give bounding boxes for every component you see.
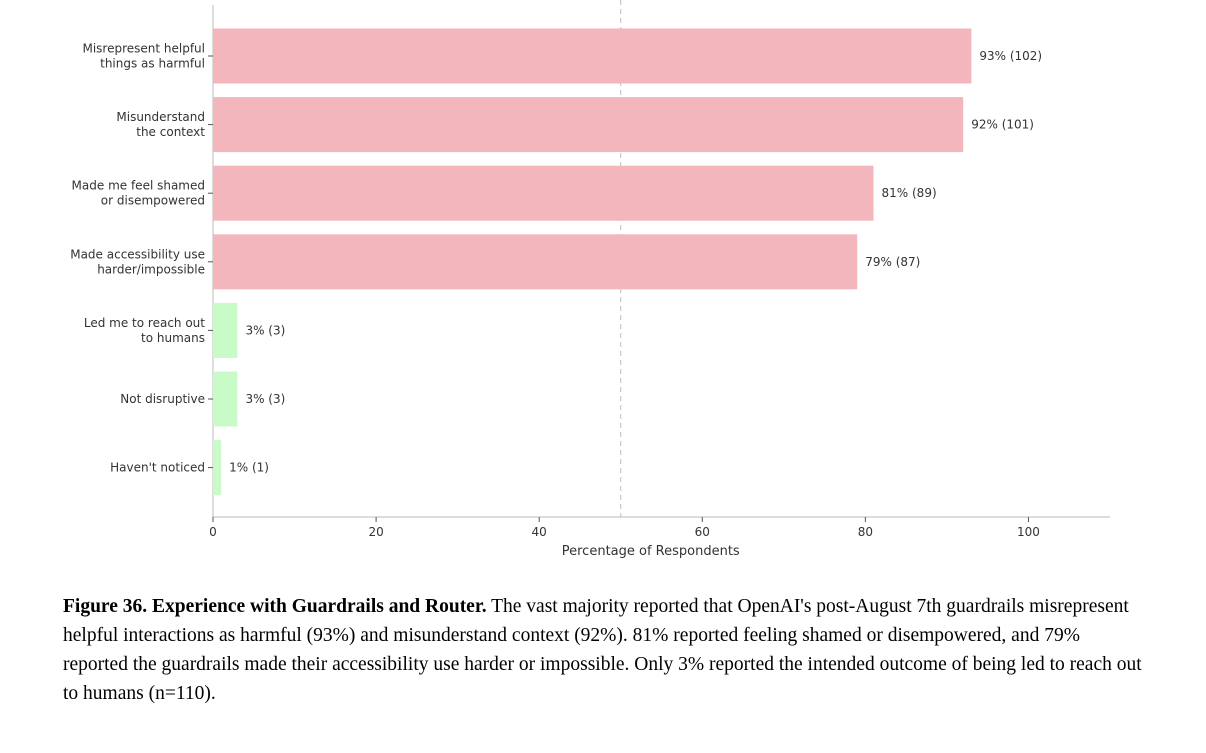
- x-tick-label-3: 60: [695, 525, 710, 539]
- category-label-line: or disempowered: [101, 194, 205, 208]
- caption-label: Figure 36. Experience with Guardrails an…: [63, 596, 487, 617]
- category-label-0: Misrepresent helpful things as harmful: [82, 42, 205, 71]
- x-tick-label-1: 20: [368, 525, 383, 539]
- bar-value-label-3: 79% (87): [865, 255, 920, 269]
- category-label-6: Haven't noticed: [110, 461, 205, 475]
- bar-chart: Misrepresent helpful things as harmfulMis…: [70, 0, 1110, 559]
- bar-5: [213, 371, 238, 427]
- x-axis-title: Percentage of Respondents: [562, 544, 740, 559]
- bar-3: [213, 234, 858, 290]
- category-label-4: Led me to reach out to humans: [84, 316, 205, 345]
- x-tick-label-0: 0: [209, 525, 217, 539]
- bar-value-label-5: 3% (3): [245, 392, 285, 406]
- bar-value-label-4: 3% (3): [245, 323, 285, 337]
- category-label-line: Made me feel shamed: [72, 179, 205, 193]
- bar-value-labels-group: 93% (102) 92% (101) 81% (89) 79% (87) 3% (3)…: [229, 49, 1042, 475]
- category-label-line: harder/impossible: [97, 262, 205, 276]
- bar-value-label-1: 92% (101): [971, 118, 1034, 132]
- category-label-5: Not disruptive: [120, 392, 205, 406]
- x-tick-label-5: 100: [1017, 525, 1040, 539]
- bars-group: [213, 28, 972, 496]
- bar-4: [213, 302, 238, 358]
- bar-6: [213, 440, 222, 496]
- category-label-line: to humans: [141, 331, 205, 345]
- bar-0: [213, 28, 972, 84]
- bar-value-label-6: 1% (1): [229, 461, 269, 475]
- bar-1: [213, 97, 964, 153]
- x-tick-label-2: 40: [532, 525, 547, 539]
- x-ticks-group: 0 20 40 60 80 100: [209, 517, 1040, 539]
- category-label-line: Haven't noticed: [110, 461, 205, 475]
- category-label-line: Made accessibility use: [70, 247, 205, 261]
- category-label-line: the context: [136, 125, 205, 139]
- caption-text: The vast majority reported that OpenAI's…: [63, 596, 1142, 704]
- category-label-2: Made me feel shamed or disempowered: [72, 179, 205, 208]
- category-label-line: Led me to reach out: [84, 316, 205, 330]
- category-label-1: Misunderstand the context: [116, 110, 205, 139]
- category-label-3: Made accessibility use harder/impossible: [70, 247, 205, 276]
- category-label-line: Misunderstand: [116, 110, 205, 124]
- bar-value-label-0: 93% (102): [979, 49, 1042, 63]
- x-tick-label-4: 80: [858, 525, 873, 539]
- figure-caption: Figure 36. Experience with Guardrails an…: [63, 592, 1143, 708]
- bar-value-label-2: 81% (89): [882, 186, 937, 200]
- bar-2: [213, 165, 874, 221]
- category-label-line: things as harmful: [100, 57, 205, 71]
- category-labels-group: Misrepresent helpful things as harmfulMis…: [70, 42, 213, 475]
- category-label-line: Not disruptive: [120, 392, 205, 406]
- category-label-line: Misrepresent helpful: [82, 42, 205, 56]
